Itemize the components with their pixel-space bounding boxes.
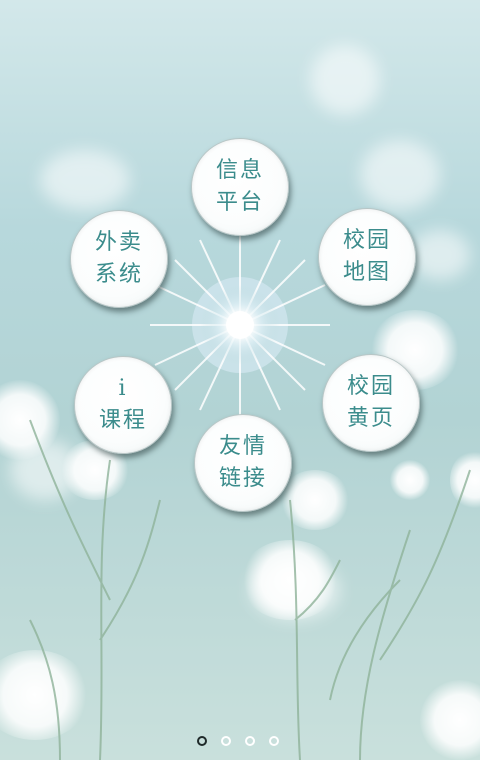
node-label-line1: 校园 <box>342 228 391 253</box>
node-label-line1: 校园 <box>346 374 395 399</box>
light-burst <box>150 235 330 415</box>
page-dot-2[interactable] <box>221 736 231 746</box>
node-label-line1: i <box>118 376 128 401</box>
node-label-line2: 平台 <box>215 190 264 215</box>
i-course-button[interactable]: i 课程 <box>74 356 172 454</box>
page-dot-3[interactable] <box>245 736 255 746</box>
page-dot-1[interactable] <box>197 736 207 746</box>
page-indicator <box>0 736 480 746</box>
campus-map-button[interactable]: 校园 地图 <box>318 208 416 306</box>
page-dot-4[interactable] <box>269 736 279 746</box>
node-label-line2: 地图 <box>342 260 391 285</box>
node-label-line1: 信息 <box>215 158 264 183</box>
node-label-line1: 外卖 <box>94 230 143 255</box>
node-label-line2: 链接 <box>218 466 267 491</box>
node-label-line1: 友情 <box>218 434 267 459</box>
node-label-line2: 课程 <box>98 408 147 433</box>
takeout-system-button[interactable]: 外卖 系统 <box>70 210 168 308</box>
node-label-line2: 系统 <box>94 262 143 287</box>
node-label-line2: 黄页 <box>346 406 395 431</box>
friendly-links-button[interactable]: 友情 链接 <box>194 414 292 512</box>
campus-yellow-pages-button[interactable]: 校园 黄页 <box>322 354 420 452</box>
info-platform-button[interactable]: 信息 平台 <box>191 138 289 236</box>
